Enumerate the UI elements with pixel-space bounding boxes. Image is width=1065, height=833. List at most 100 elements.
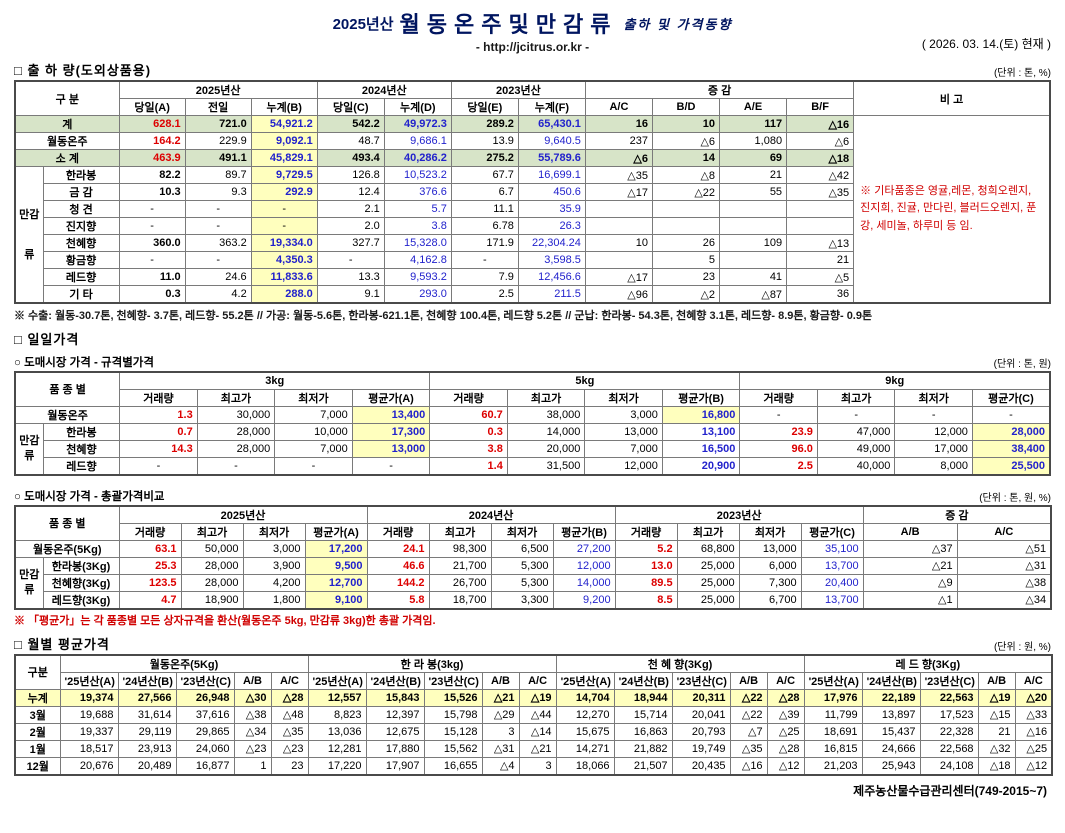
table-cell: 89.5: [614, 573, 678, 592]
table-cell: 12,675: [365, 722, 425, 741]
table-cell: 19,337: [59, 722, 119, 741]
table-cell: 17,300: [351, 422, 431, 441]
table-cell: 3: [518, 756, 557, 775]
table-row: 황금향 - -4,350.3-4,162.8-3,598.5 5 21: [15, 251, 1050, 269]
table-cell: 327.7: [316, 234, 385, 252]
shipment-footnote: ※ 수출: 월동-30.7톤, 천혜향- 3.7톤, 레드향- 55.2톤 //…: [14, 310, 873, 322]
table-cell: 23.9: [739, 422, 818, 441]
table-cell: 126.8: [316, 166, 385, 184]
table-cell: 45,829.1: [250, 149, 318, 167]
column-header: 월동온주(5Kg): [59, 654, 309, 673]
table-cell: 19,334.0: [250, 234, 318, 252]
header-row: 품 종 별 3kg 5kg 9kg: [14, 371, 1051, 407]
table-row: 만감류 한라봉 0.7 28,000 10,000 17,300 0.3 14,000 13,0…: [14, 422, 1051, 475]
table-cell: △4: [481, 756, 520, 775]
monthly-table-body: 누계 19,374 27,566 26,948 △30 △28 12,557 15,843 15…: [14, 688, 1053, 775]
table-cell: 9.3: [184, 183, 252, 201]
row-label: 천혜향(3Kg): [42, 573, 120, 592]
table-cell: 5.7: [383, 200, 452, 218]
table-cell: 5.2: [614, 539, 678, 558]
table-cell: 5.8: [366, 590, 430, 609]
table-cell: [584, 217, 653, 235]
table-cell: △14: [518, 722, 557, 741]
table-cell: △9: [862, 573, 958, 592]
column-header: 최저가: [894, 388, 973, 407]
table-cell: 10.3: [118, 183, 186, 201]
table-cell: [584, 251, 653, 269]
column-header: 최저가: [242, 522, 306, 541]
table-row: 만감류 한라봉 82.2 89.7 9,729.5 126.8 10,523.2 67.7 16…: [14, 166, 1050, 304]
table-cell: [719, 217, 788, 235]
table-cell: 17,523: [919, 705, 979, 724]
column-header: 누계(B): [250, 98, 318, 116]
table-cell: △5: [786, 268, 855, 286]
column-header: 최저가: [738, 522, 802, 541]
table-row: 누계 19,374 27,566 26,948 △30 △28 12,557 15,843 15…: [14, 688, 1053, 707]
site-url-link[interactable]: - http://jcitrus.or.kr -: [475, 40, 590, 54]
shipment-table-body: 계 628.1 721.0 54,921.2 542.2 49,972.3 289.2 65,…: [14, 115, 1051, 304]
shipment-section-head: □ 출 하 량(도외상품용) (단위 : 톤, %): [14, 60, 1051, 79]
table-cell: △8: [651, 166, 721, 184]
table-cell: △35: [729, 739, 768, 758]
table-cell: 9,500: [304, 556, 368, 575]
table-cell: -: [196, 456, 276, 475]
table-cell: 2.0: [316, 217, 385, 235]
table-cell: △19: [977, 688, 1016, 707]
table-cell: [719, 251, 788, 269]
row-label: 레드향(3Kg): [42, 590, 120, 609]
table-cell: 12,557: [307, 688, 367, 707]
table-cell: 3.8: [429, 439, 508, 458]
table-cell: △22: [729, 705, 768, 724]
table-cell: 40,000: [816, 456, 896, 475]
table-cell: 20,793: [671, 722, 731, 741]
table-cell: △25: [1014, 739, 1053, 758]
monthly-table-head: 구분 월동온주(5Kg) 한 라 봉(3kg) 천 혜 향(3Kg) 레 드 향(3Kg…: [14, 654, 1053, 690]
table-cell: 54,921.2: [250, 115, 318, 133]
table-cell: 13,036: [307, 722, 367, 741]
table-cell: △7: [729, 722, 768, 741]
table-cell: 1,800: [242, 590, 306, 609]
table-cell: △19: [518, 688, 557, 707]
column-header: 거래량: [739, 388, 818, 407]
table-cell: 3: [481, 722, 520, 741]
column-header: 2024년산: [366, 505, 616, 524]
table-cell: 6,700: [738, 590, 802, 609]
table-cell: △22: [651, 183, 721, 201]
section-title-daily: □ 일일가격: [14, 332, 80, 347]
table-cell: 24,666: [861, 739, 921, 758]
table-cell: 3,900: [242, 556, 306, 575]
table-cell: 2.5: [739, 456, 818, 475]
table-cell: △34: [956, 590, 1052, 609]
column-header: A/B: [481, 671, 520, 690]
column-header: A/E: [719, 98, 788, 116]
table-cell: 13,000: [584, 422, 663, 441]
table-cell: 47,000: [816, 422, 896, 441]
table-cell: 13,700: [800, 590, 864, 609]
table-cell: 20,400: [800, 573, 864, 592]
overall-table-head: 품 종 별 2025년산 2024년산 2023년산 증 감 거래량 최고가 최저가 평균가(A…: [14, 505, 1052, 541]
table-cell: △31: [481, 739, 520, 758]
table-cell: △18: [977, 756, 1016, 775]
table-cell: 109: [719, 234, 788, 252]
column-header: A/B: [729, 671, 768, 690]
table-cell: 117: [719, 115, 788, 133]
table-cell: 40,286.2: [383, 149, 452, 167]
table-cell: 16,800: [661, 405, 741, 424]
column-header: B/D: [651, 98, 721, 116]
page-header: 2025년산 월동온주및만감류 출하 및 가격동향 - http://jcitrus…: [14, 4, 1051, 54]
table-row: 12월 20,676 20,489 16,877 1 23 17,220 17,907 16,6…: [14, 756, 1053, 775]
table-cell: 6,500: [490, 539, 554, 558]
table-cell: △21: [518, 739, 557, 758]
table-cell: 19,374: [59, 688, 119, 707]
table-cell: △20: [1014, 688, 1053, 707]
table-cell: 26.3: [517, 217, 586, 235]
table-cell: 12,000: [584, 456, 663, 475]
table-cell: 9,729.5: [250, 166, 318, 184]
table-cell: 26,700: [428, 573, 492, 592]
table-cell: 18,066: [555, 756, 615, 775]
footer-center-name: 제주농산물수급관리센터(749-2015~7): [853, 783, 1047, 798]
table-cell: 24,060: [175, 739, 235, 758]
table-cell: 11.1: [450, 200, 519, 218]
table-cell: -: [894, 405, 973, 424]
table-cell: △48: [270, 705, 309, 724]
